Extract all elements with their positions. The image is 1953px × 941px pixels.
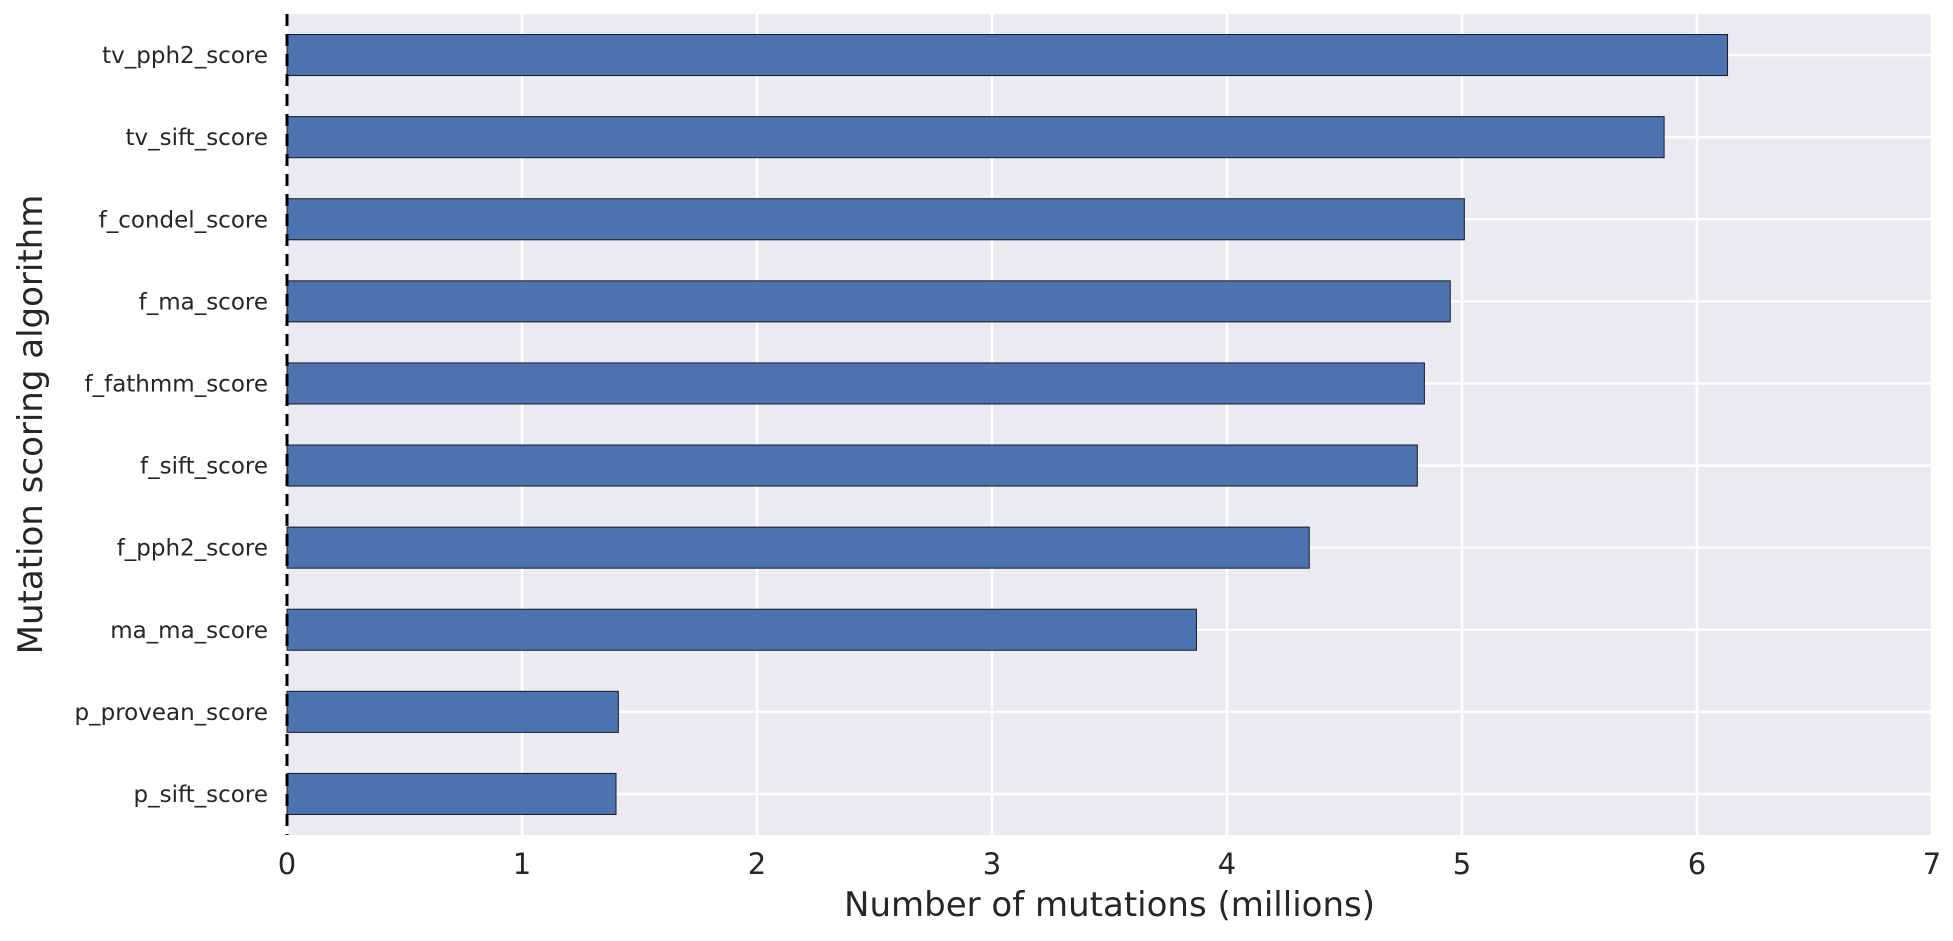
x-tick-label: 4 — [1218, 847, 1236, 881]
y-tick-label: f_fathmm_score — [85, 371, 269, 397]
x-tick-label: 5 — [1453, 847, 1471, 881]
bars — [286, 34, 1729, 815]
x-tick-labels: 0 1 2 3 4 5 6 7 — [278, 847, 1941, 881]
y-tick-label: f_ma_score — [139, 289, 268, 315]
bar-f_sift_score — [286, 444, 1418, 487]
bar-f_condel_score — [286, 198, 1465, 241]
bar-ma_ma_score — [286, 608, 1197, 651]
bar-f_ma_score — [286, 280, 1451, 323]
x-tick-label: 3 — [983, 847, 1001, 881]
bar-p_sift_score — [286, 772, 617, 815]
y-axis-label: Mutation scoring algorithm — [11, 195, 51, 655]
y-tick-label: ma_ma_score — [110, 618, 268, 644]
y-tick-label: f_condel_score — [99, 207, 268, 233]
x-tick-label: 6 — [1688, 847, 1706, 881]
y-tick-label: tv_sift_score — [125, 125, 268, 151]
y-tick-label: tv_pph2_score — [102, 43, 268, 69]
bar-tv_pph2_score — [286, 34, 1729, 77]
bar-f_fathmm_score — [286, 362, 1425, 405]
bar-p_provean_score — [286, 690, 619, 733]
bar-tv_sift_score — [286, 116, 1665, 159]
x-tick-label: 0 — [278, 847, 296, 881]
y-tick-label: p_provean_score — [75, 700, 268, 726]
x-tick-label: 7 — [1923, 847, 1941, 881]
y-tick-label: f_pph2_score — [117, 536, 268, 562]
bar-f_pph2_score — [286, 526, 1310, 569]
x-tick-label: 1 — [513, 847, 531, 881]
x-tick-label: 2 — [748, 847, 766, 881]
x-axis-label: Number of mutations (millions) — [844, 885, 1375, 925]
y-tick-label: f_sift_score — [140, 454, 268, 480]
y-tick-label: p_sift_score — [134, 782, 269, 808]
y-tick-labels: tv_pph2_score tv_sift_score f_condel_score… — [75, 43, 268, 808]
